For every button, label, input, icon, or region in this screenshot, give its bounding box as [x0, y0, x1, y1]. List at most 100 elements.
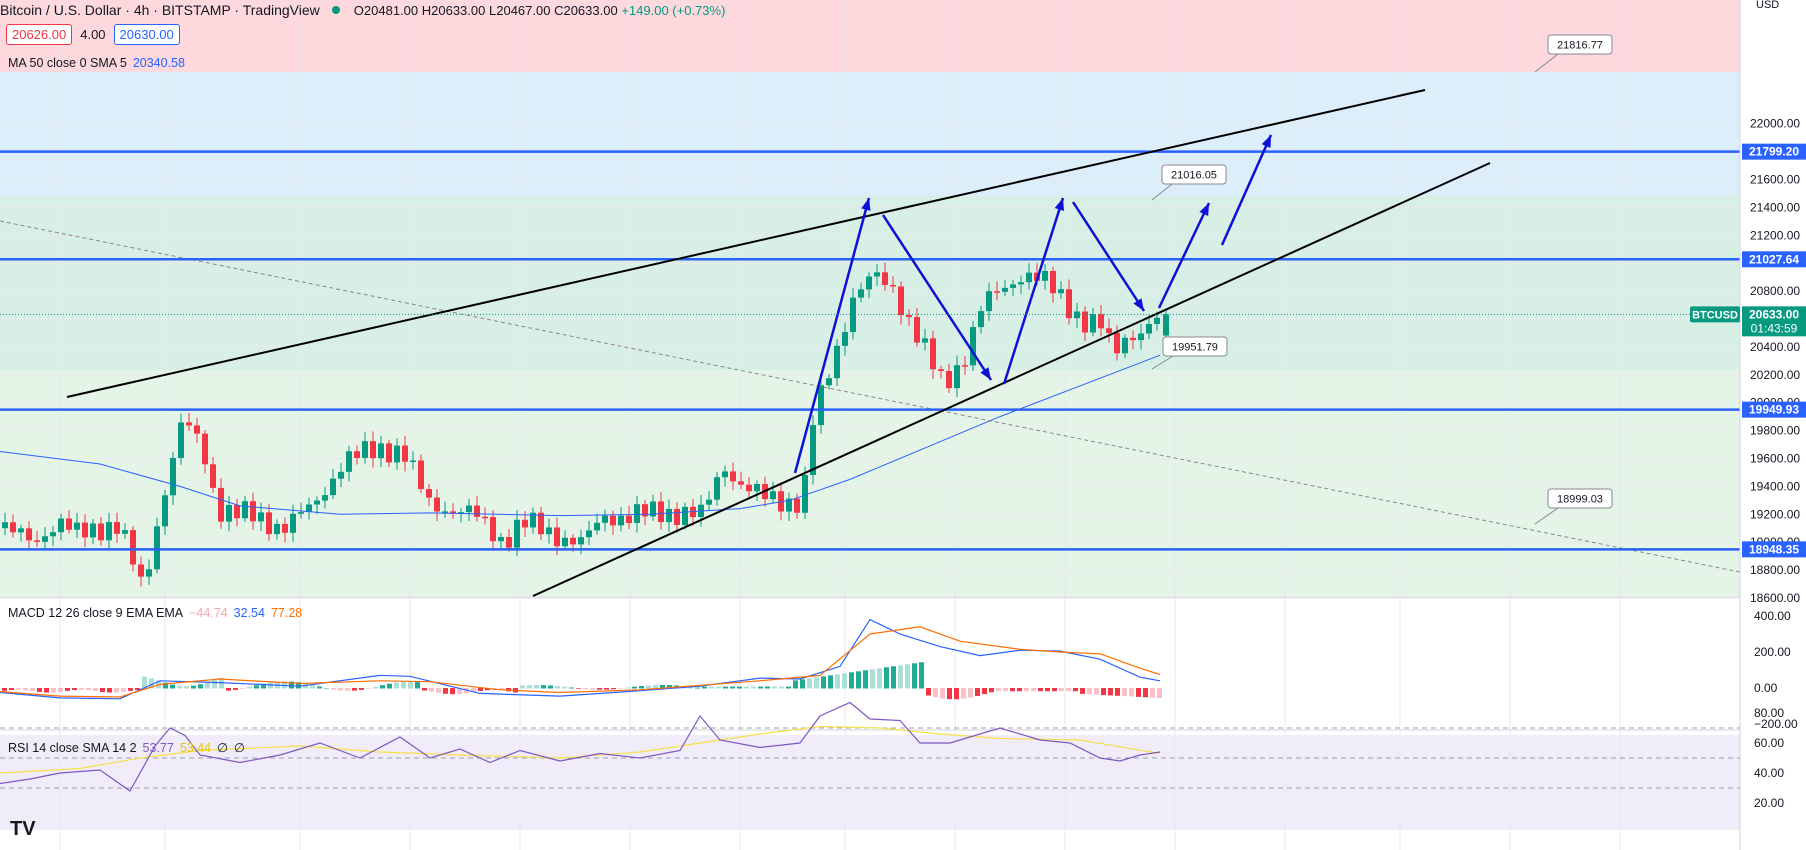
symbol-title[interactable]: Bitcoin / U.S. Dollar · 4h · BITSTAMP · …: [0, 2, 320, 18]
macd-bar: [639, 686, 644, 689]
candle-body: [858, 289, 864, 298]
macd-bar: [345, 688, 350, 691]
candle-body: [1066, 289, 1072, 319]
candle: [146, 559, 152, 585]
candle: [1066, 279, 1072, 325]
candle: [106, 512, 112, 550]
resistance-zone: [0, 0, 1740, 72]
candle-body: [250, 501, 256, 522]
candle: [50, 526, 56, 546]
candle-body: [1074, 311, 1080, 319]
macd-bar: [1073, 688, 1078, 692]
rsi-tick-label: 60.00: [1754, 736, 1784, 750]
rsi-tick-label: 40.00: [1754, 766, 1784, 780]
price-tick-label: 22000.00: [1750, 117, 1800, 131]
tradingview-logo[interactable]: TV: [10, 818, 36, 840]
candle-body: [82, 522, 88, 538]
candle-body: [522, 519, 528, 528]
macd-bar: [401, 681, 406, 689]
candle: [1042, 264, 1048, 290]
macd-legend[interactable]: MACD 12 26 close 9 EMA EMA −44.74 32.54 77.…: [8, 606, 308, 620]
macd-bar: [1087, 688, 1092, 695]
candle: [1026, 263, 1032, 290]
candle: [218, 478, 224, 529]
grid-lines: [0, 0, 1740, 850]
macd-bar: [562, 686, 567, 689]
buy-button[interactable]: 20630.00: [113, 24, 180, 45]
level-price-text: 21027.64: [1749, 252, 1799, 266]
candle: [386, 439, 392, 468]
level-price-tag: [1742, 541, 1806, 558]
candle-body: [1018, 282, 1024, 285]
candle-body: [682, 506, 688, 525]
candle-body: [826, 378, 832, 386]
candle: [530, 507, 536, 534]
candle: [330, 468, 336, 499]
macd-bar: [835, 674, 840, 689]
macd-bar: [996, 688, 1001, 692]
candle-body: [386, 443, 392, 463]
candle-body: [922, 338, 928, 343]
ma-legend-value: 20340.58: [132, 56, 185, 70]
macd-bar: [380, 685, 385, 689]
candle: [402, 435, 408, 472]
ma-legend[interactable]: MA 50 close 0 SMA 5 20340.58: [8, 56, 191, 70]
level-price-text: 21799.20: [1749, 145, 1799, 159]
sell-button[interactable]: 20626.00: [6, 24, 73, 45]
macd-bar: [2, 688, 7, 691]
callout-box: [1547, 34, 1613, 55]
macd-bar: [646, 685, 651, 689]
candle-body: [1138, 333, 1144, 341]
candle: [18, 524, 24, 542]
close-value: C20633.00: [554, 2, 618, 18]
candle: [1018, 275, 1024, 295]
candle-body: [842, 332, 848, 346]
candle-body: [610, 515, 616, 526]
macd-bar: [170, 684, 175, 689]
macd-bar: [933, 688, 938, 698]
macd-bar: [828, 675, 833, 689]
candle-body: [306, 504, 312, 513]
candle-body: [882, 272, 888, 285]
macd-bar: [471, 688, 476, 693]
macd-bar: [1010, 688, 1015, 692]
macd-bar: [534, 684, 539, 689]
rsi-legend[interactable]: RSI 14 close SMA 14 2 53.77 53.44 ∅ ∅: [8, 740, 251, 755]
macd-bar: [786, 686, 791, 689]
arrow-head: [980, 367, 991, 380]
candle-body: [194, 425, 200, 434]
macd-bar: [205, 682, 210, 689]
macd-bar: [1094, 688, 1099, 695]
candle-body: [938, 369, 944, 372]
macd-bar: [632, 686, 637, 689]
candle-body: [90, 523, 96, 538]
candle-body: [866, 276, 872, 290]
rsi-ma-value: 53.44: [179, 741, 212, 755]
macd-bar: [1150, 688, 1155, 698]
candle-body: [1098, 314, 1104, 329]
candle-body: [1146, 323, 1152, 334]
candle: [98, 516, 104, 546]
candle-body: [802, 474, 808, 513]
macd-bar: [387, 683, 392, 689]
candle: [434, 489, 440, 522]
macd-bar: [520, 685, 525, 689]
macd-bar: [128, 688, 133, 691]
macd-bar: [1024, 688, 1029, 692]
macd-bar: [597, 688, 602, 690]
candle: [922, 328, 928, 351]
callout-label: 19951.79: [1172, 342, 1218, 354]
candle: [730, 462, 736, 491]
candle: [58, 513, 64, 541]
candle: [546, 518, 552, 544]
macd-bar: [247, 686, 252, 689]
candle: [1138, 323, 1144, 350]
candle-body: [282, 523, 288, 533]
macd-bar: [807, 678, 812, 689]
arrow-head: [1054, 198, 1064, 211]
macd-bar: [856, 671, 861, 689]
macd-bar: [1031, 688, 1036, 692]
candle: [626, 505, 632, 529]
